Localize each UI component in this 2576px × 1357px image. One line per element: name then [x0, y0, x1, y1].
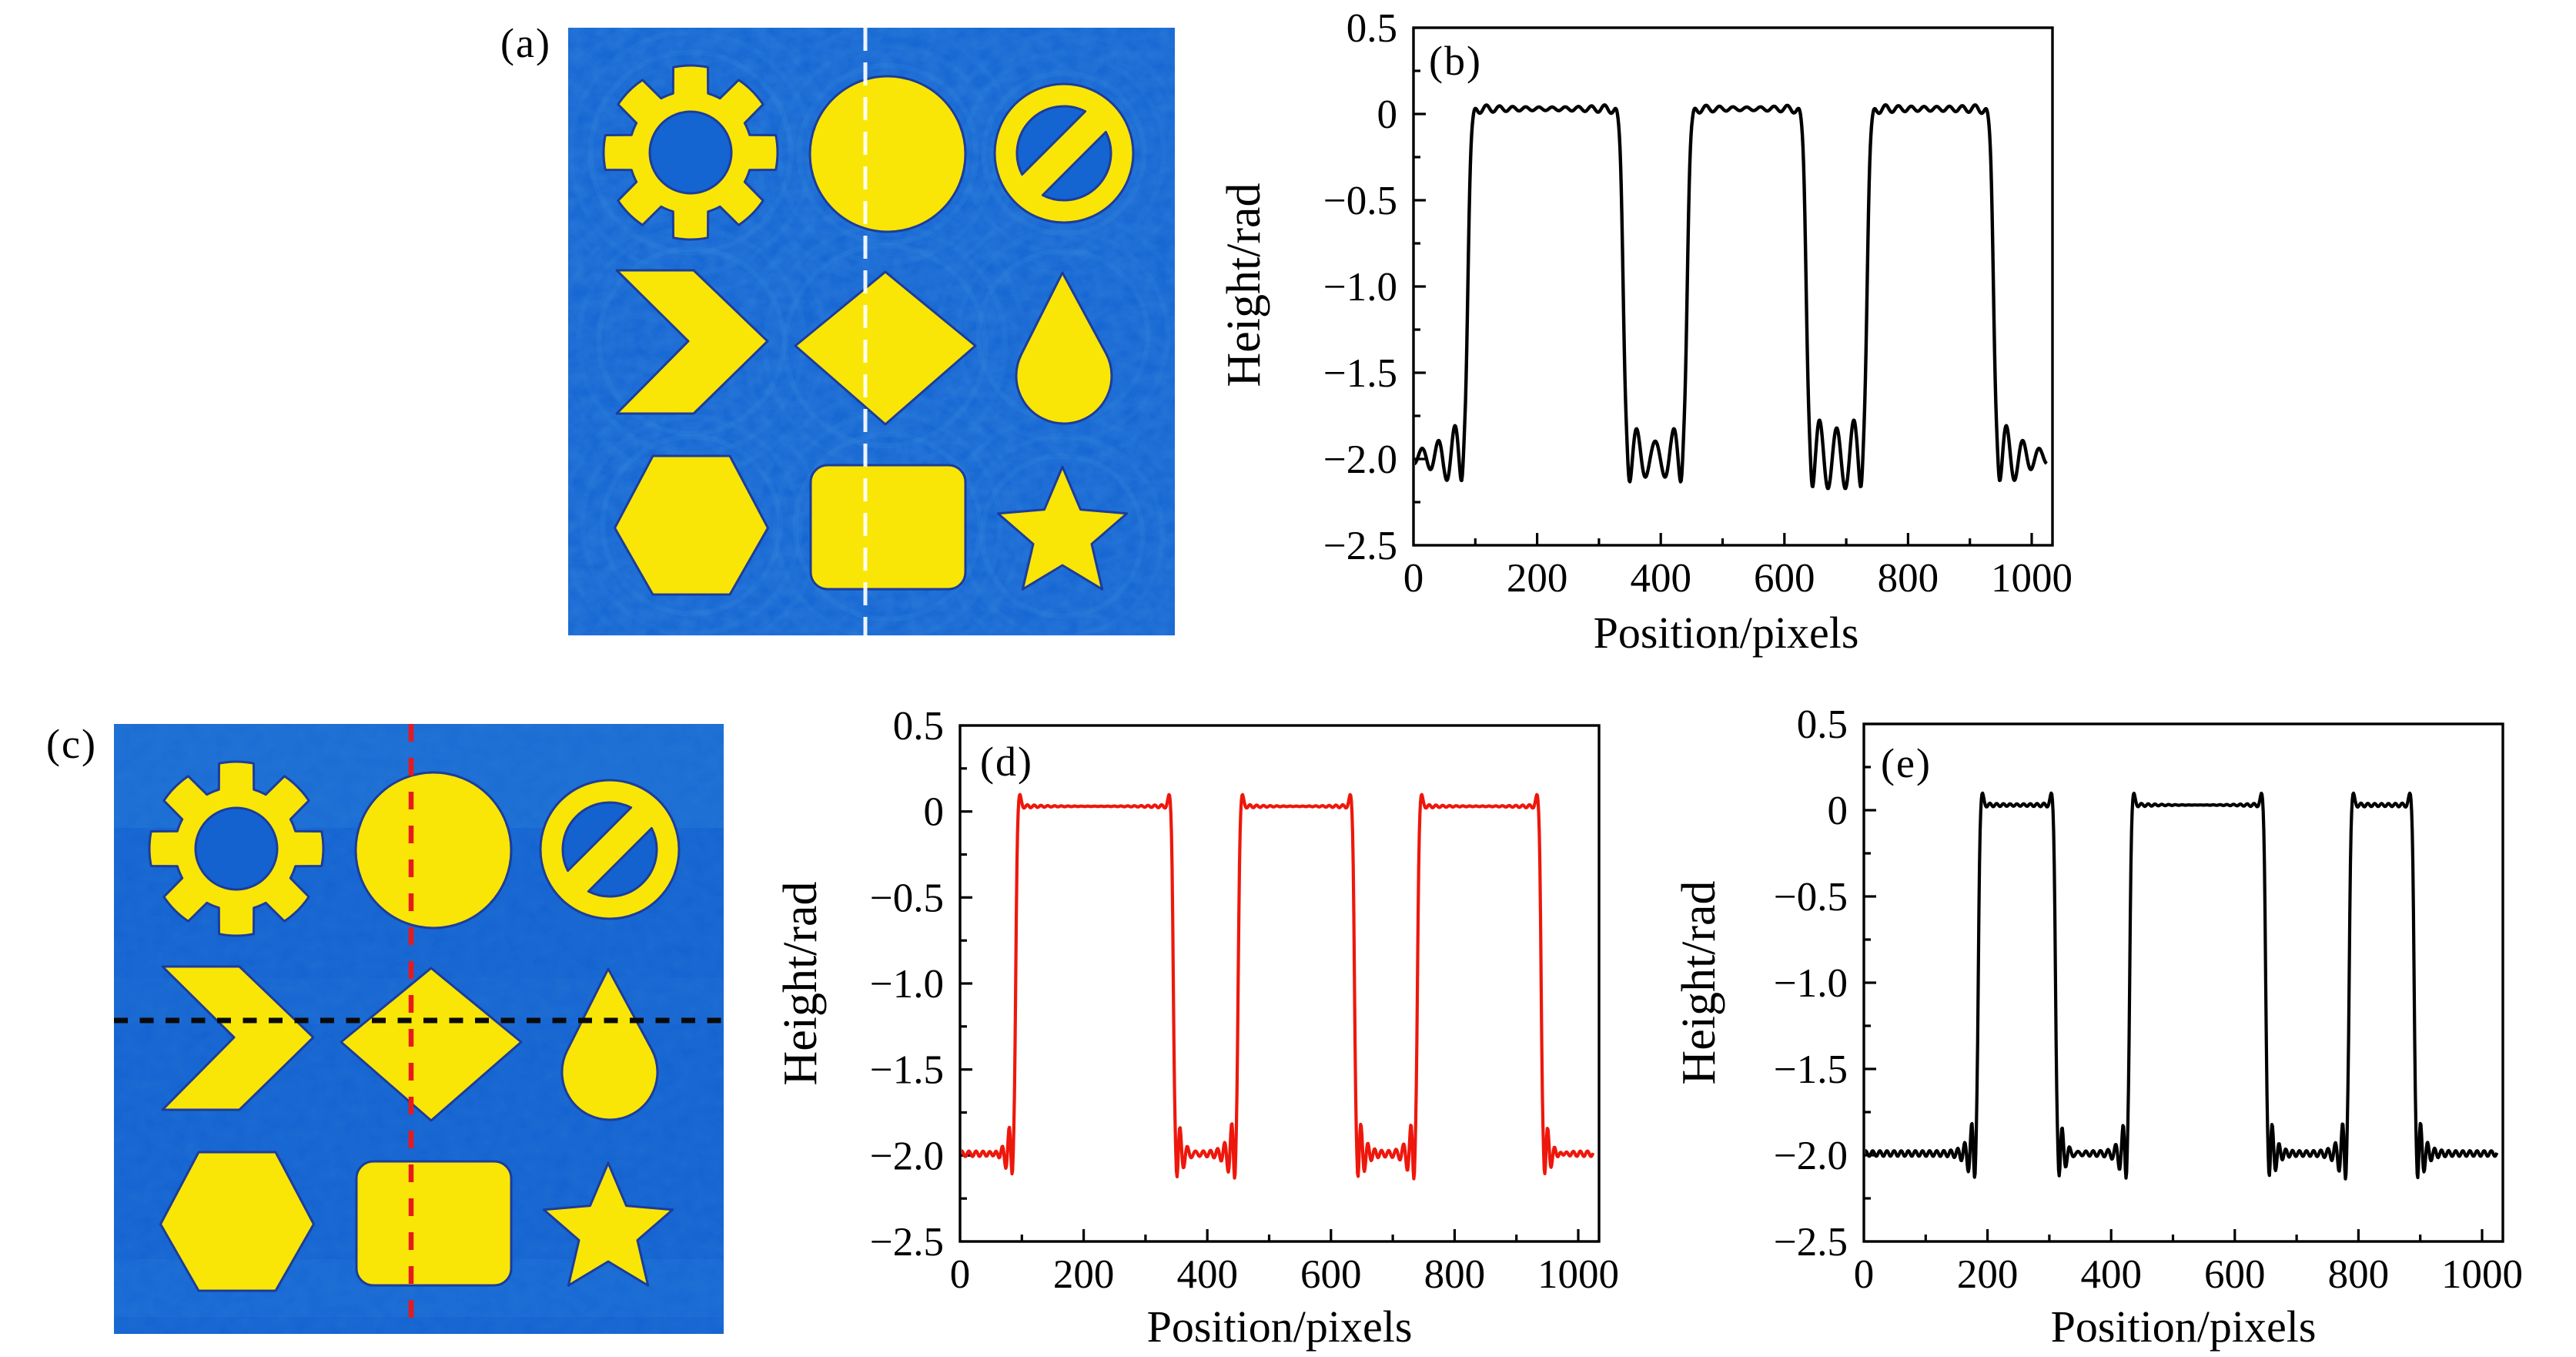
svg-text:(c): (c) — [46, 721, 97, 767]
svg-text:1000: 1000 — [1537, 1252, 1619, 1297]
svg-text:400: 400 — [2080, 1252, 2142, 1297]
svg-text:200: 200 — [1053, 1252, 1115, 1297]
svg-text:(b): (b) — [1429, 38, 1482, 84]
svg-text:600: 600 — [2204, 1252, 2266, 1297]
svg-text:1000: 1000 — [1991, 556, 2073, 601]
svg-text:−2.0: −2.0 — [870, 1134, 944, 1178]
svg-text:−0.5: −0.5 — [1774, 875, 1848, 920]
svg-text:−1.0: −1.0 — [1323, 265, 1397, 310]
svg-text:200: 200 — [1507, 556, 1568, 601]
svg-text:800: 800 — [1424, 1252, 1486, 1297]
svg-text:(e): (e) — [1881, 740, 1932, 786]
svg-text:Position/pixels: Position/pixels — [1594, 608, 1859, 658]
svg-text:(a): (a) — [500, 20, 551, 66]
svg-text:−1.0: −1.0 — [1774, 961, 1848, 1006]
svg-text:−0.5: −0.5 — [1323, 179, 1397, 223]
svg-text:0: 0 — [1377, 92, 1398, 137]
svg-text:0.5: 0.5 — [1797, 702, 1848, 747]
svg-text:Position/pixels: Position/pixels — [1147, 1302, 1413, 1352]
svg-text:800: 800 — [1878, 556, 1939, 601]
svg-text:0: 0 — [1828, 789, 1848, 833]
svg-text:−2.5: −2.5 — [1323, 524, 1397, 568]
svg-text:0: 0 — [950, 1252, 971, 1297]
svg-text:0: 0 — [1403, 556, 1424, 601]
svg-text:−0.5: −0.5 — [870, 876, 944, 920]
svg-text:0: 0 — [924, 790, 945, 835]
svg-text:−1.0: −1.0 — [870, 962, 944, 1007]
svg-text:0.5: 0.5 — [1347, 6, 1397, 51]
svg-text:600: 600 — [1300, 1252, 1362, 1297]
svg-text:Height/rad: Height/rad — [1218, 183, 1270, 387]
svg-text:200: 200 — [1957, 1252, 2019, 1297]
svg-text:Height/rad: Height/rad — [774, 881, 827, 1085]
svg-text:−2.5: −2.5 — [870, 1220, 944, 1265]
svg-text:0: 0 — [1854, 1252, 1875, 1297]
svg-text:Height/rad: Height/rad — [1673, 880, 1725, 1084]
svg-text:−2.5: −2.5 — [1774, 1220, 1848, 1265]
svg-text:(d): (d) — [980, 739, 1033, 785]
svg-text:−1.5: −1.5 — [1323, 351, 1397, 396]
svg-text:400: 400 — [1630, 556, 1691, 601]
svg-text:600: 600 — [1754, 556, 1815, 601]
svg-text:−1.5: −1.5 — [1774, 1047, 1848, 1092]
svg-text:Position/pixels: Position/pixels — [2051, 1302, 2317, 1352]
svg-text:0.5: 0.5 — [893, 704, 944, 749]
svg-text:−2.0: −2.0 — [1774, 1134, 1848, 1178]
svg-text:−2.0: −2.0 — [1323, 437, 1397, 482]
svg-text:−1.5: −1.5 — [870, 1048, 944, 1093]
svg-text:1000: 1000 — [2441, 1252, 2523, 1297]
svg-text:400: 400 — [1176, 1252, 1238, 1297]
svg-text:800: 800 — [2328, 1252, 2390, 1297]
